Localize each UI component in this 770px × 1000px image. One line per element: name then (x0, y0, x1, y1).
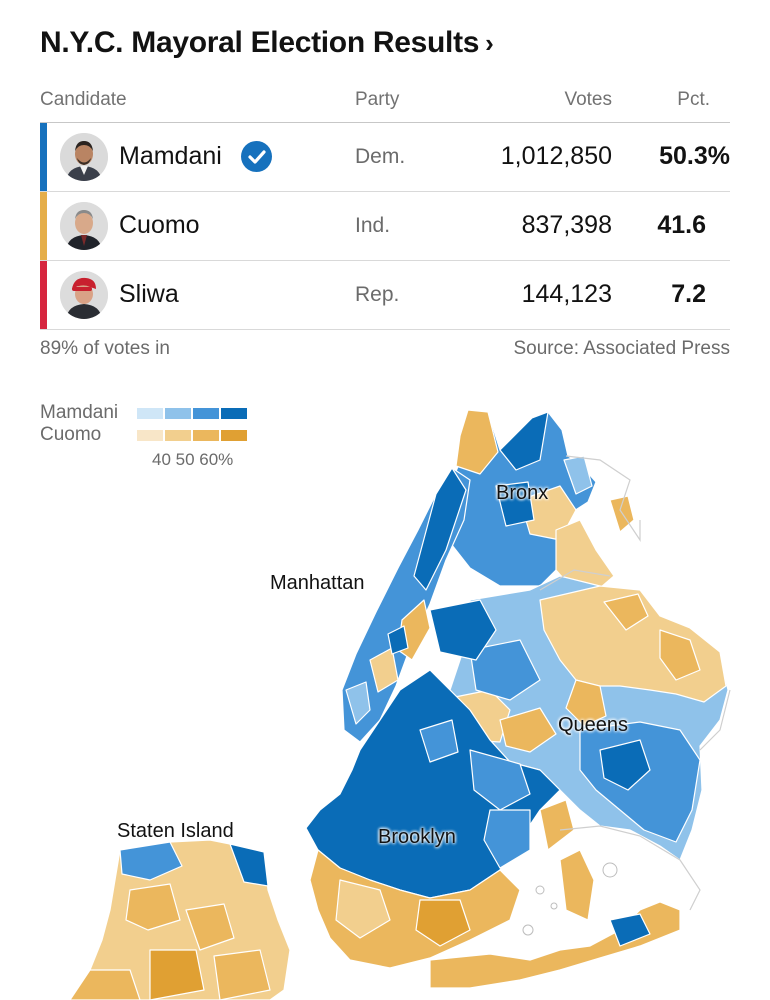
legend-swatch-mamdani-1 (137, 408, 163, 419)
avatar (60, 202, 108, 250)
map-label-staten-island: Staten Island (117, 820, 234, 842)
candidate-votes: 837,398 (521, 211, 612, 239)
table-header: Candidate Party Votes Pct. (40, 86, 730, 123)
party-color-bar (40, 192, 47, 260)
source-credit: Source: Associated Press (513, 338, 731, 359)
legend-ticks: 40 50 60% (152, 450, 234, 469)
borough-results-map[interactable] (0, 390, 770, 1000)
map-label-manhattan: Manhattan (270, 572, 365, 594)
table-row-mamdani: Mamdani Dem. 1,012,850 50.3% (40, 123, 730, 192)
candidate-votes: 1,012,850 (500, 142, 612, 170)
map-label-bronx: Bronx (496, 482, 549, 504)
legend-swatch-mamdani-3 (193, 408, 219, 419)
column-header-party: Party (355, 89, 400, 110)
candidate-name: Mamdani (119, 142, 222, 170)
candidate-pct: 41.6 (657, 211, 706, 239)
avatar (60, 271, 108, 319)
table-row-cuomo: Cuomo Ind. 837,398 41.6 (40, 192, 730, 261)
candidate-party: Rep. (355, 283, 400, 306)
candidate-votes: 144,123 (521, 280, 612, 308)
title-text: N.Y.C. Mayoral Election Results (40, 26, 480, 59)
legend-swatch-cuomo-2 (165, 430, 191, 441)
winner-check-icon (241, 141, 272, 172)
candidate-party: Dem. (355, 145, 406, 168)
reporting-status: 89% of votes in (40, 338, 170, 359)
legend-swatch-mamdani-4 (221, 408, 247, 419)
column-header-votes: Votes (564, 89, 612, 110)
candidate-pct: 50.3% (659, 142, 730, 170)
candidate-name: Sliwa (119, 280, 179, 308)
candidate-party: Ind. (355, 214, 391, 237)
page-title[interactable]: N.Y.C. Mayoral Election Results › (40, 26, 494, 60)
avatar (60, 133, 108, 181)
chevron-right-icon: › (485, 28, 494, 58)
legend-swatch-cuomo-1 (137, 430, 163, 441)
map-label-queens: Queens (558, 714, 629, 736)
candidate-name: Cuomo (119, 211, 200, 239)
candidate-pct: 7.2 (671, 280, 706, 308)
column-header-candidate: Candidate (40, 89, 127, 110)
legend-swatch-cuomo-4 (221, 430, 247, 441)
column-header-pct: Pct. (677, 89, 710, 110)
party-color-bar (40, 123, 47, 191)
legend-swatch-cuomo-3 (193, 430, 219, 441)
table-row-sliwa: Sliwa Rep. 144,123 7.2 (40, 261, 730, 330)
party-color-bar (40, 261, 47, 329)
legend-swatch-mamdani-2 (165, 408, 191, 419)
legend-label-mamdani: Mamdani (40, 402, 119, 423)
map-label-brooklyn: Brooklyn (378, 826, 456, 848)
legend-label-cuomo: Cuomo (40, 424, 102, 445)
